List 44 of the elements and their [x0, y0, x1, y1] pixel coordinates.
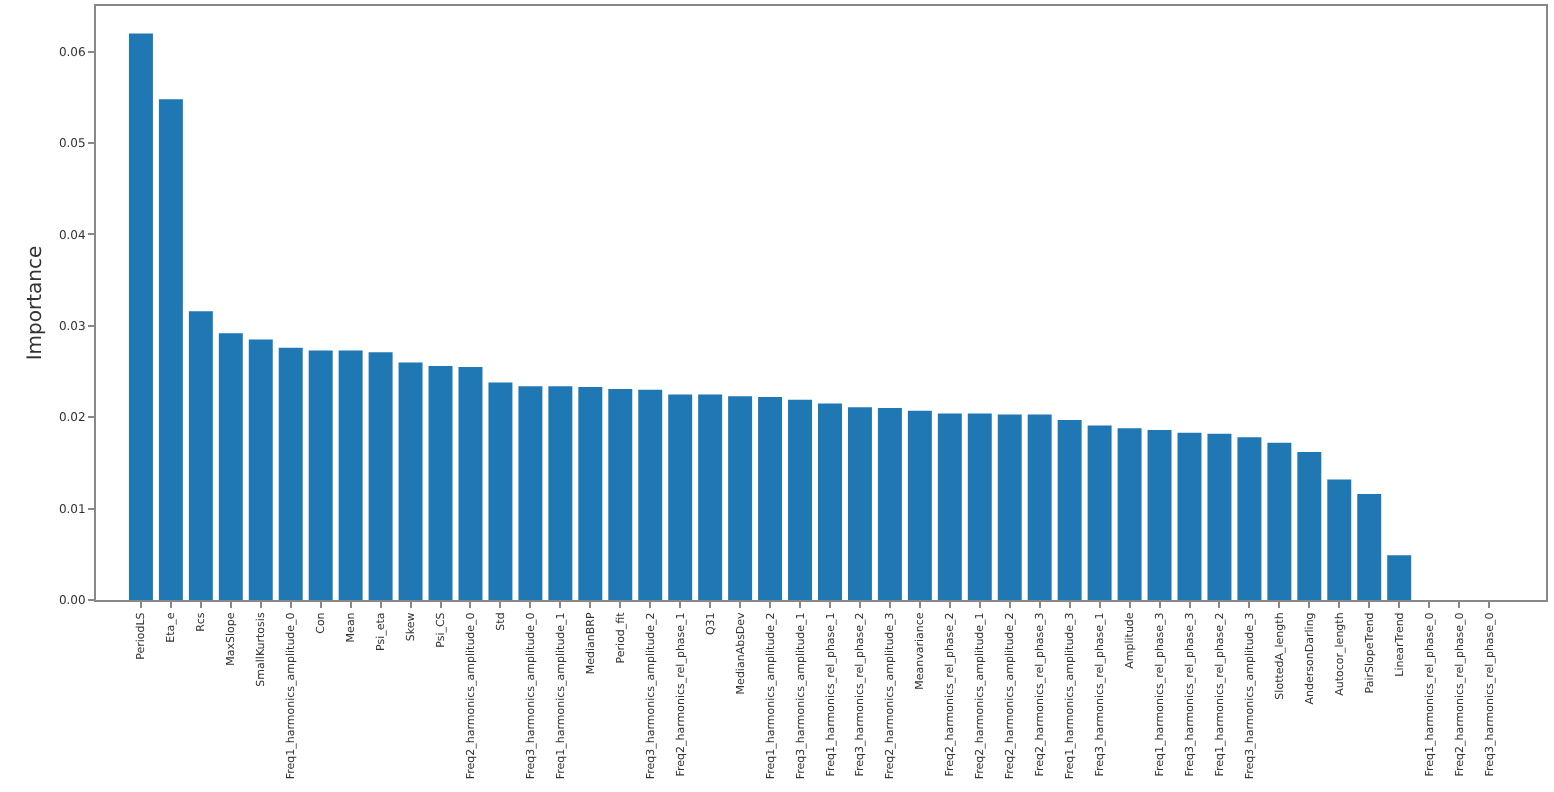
- bar: [248, 339, 273, 600]
- y-axis-title: Importance: [24, 245, 47, 361]
- bar: [907, 410, 932, 600]
- bar: [1087, 425, 1112, 600]
- bar: [278, 347, 303, 600]
- bar: [188, 311, 213, 600]
- bar: [698, 394, 723, 600]
- bar: [1147, 430, 1172, 600]
- bar: [1207, 433, 1232, 600]
- bar: [488, 382, 513, 600]
- bar: [548, 386, 573, 600]
- bar: [967, 413, 992, 600]
- bar: [128, 33, 153, 600]
- bar: [1297, 451, 1322, 600]
- bar: [1057, 419, 1082, 600]
- bar: [578, 387, 603, 600]
- bar: [398, 362, 423, 600]
- bar: [458, 366, 483, 600]
- bar: [428, 366, 453, 600]
- bar: [338, 350, 363, 600]
- bar: [758, 397, 783, 600]
- bar: [1327, 479, 1352, 600]
- bar: [308, 350, 333, 600]
- bar: [1237, 437, 1262, 600]
- bar: [818, 403, 842, 600]
- bar: [847, 407, 872, 600]
- bar: [158, 99, 183, 600]
- bar: [518, 386, 543, 600]
- bar: [218, 333, 243, 600]
- bar: [1027, 414, 1052, 600]
- bar: [937, 413, 962, 600]
- bar: [1267, 442, 1292, 600]
- bar: [1177, 432, 1202, 600]
- bar: [1387, 555, 1412, 600]
- bar: [728, 396, 753, 600]
- bar: [368, 352, 393, 600]
- bar: [877, 408, 902, 600]
- bar: [788, 399, 813, 600]
- bar: [997, 414, 1022, 600]
- bar: [668, 394, 693, 600]
- bar: [608, 388, 633, 600]
- bar: [1357, 494, 1382, 600]
- bar: [638, 389, 663, 600]
- bar: [1117, 428, 1142, 600]
